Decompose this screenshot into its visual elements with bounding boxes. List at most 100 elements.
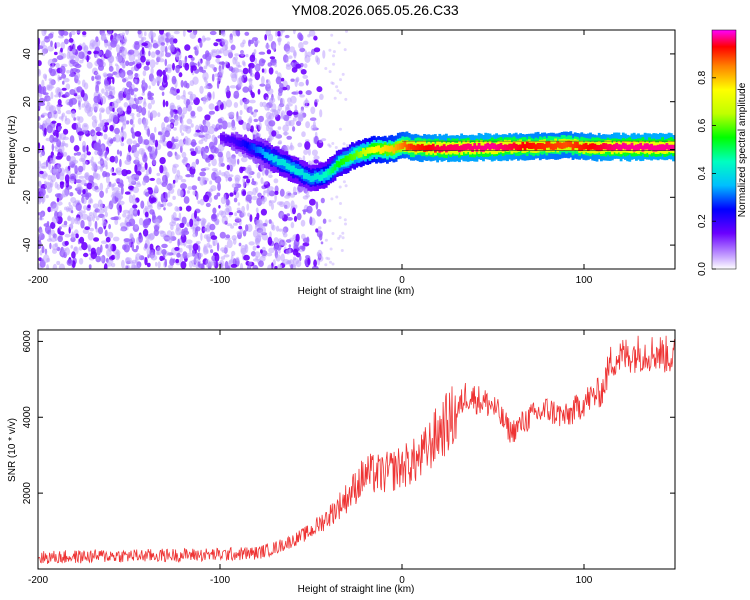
ridge-cell [224,137,228,144]
noise-speckle [51,215,59,224]
noise-speckle [113,216,119,221]
noise-speckle [248,39,251,47]
noise-speckle [135,156,140,162]
noise-speckle [102,72,108,78]
noise-speckle [125,30,129,36]
noise-speckle [274,190,279,195]
noise-speckle [126,92,131,101]
noise-speckle [174,246,180,251]
y-tick-label: 2000 [22,482,33,505]
noise-speckle [224,260,229,269]
noise-speckle [127,74,134,80]
noise-speckle [124,159,131,165]
noise-speckle [298,42,304,49]
noise-speckle [104,122,110,126]
noise-speckle [175,65,180,74]
noise-speckle [106,140,110,145]
ridge-cell [405,144,409,151]
noise-speckle [160,193,164,203]
noise-speckle [316,86,323,93]
noise-speckle [38,37,41,46]
ridge-cell [541,143,544,150]
noise-speckle [40,162,46,169]
noise-speckle [143,118,149,127]
noise-speckle [110,194,115,198]
noise-speckle [71,68,78,73]
noise-speckle [159,164,164,174]
noise-speckle [320,241,324,245]
noise-speckle [49,242,52,250]
noise-speckle [182,251,188,259]
ridge-cell [348,153,352,161]
noise-speckle [169,187,175,194]
noise-speckle [87,244,92,250]
noise-speckle [106,118,113,123]
noise-speckle [125,257,130,265]
noise-speckle [55,155,63,160]
noise-speckle [191,161,196,169]
noise-speckle [261,75,265,85]
noise-speckle [269,231,272,239]
noise-speckle [88,212,94,216]
noise-speckle [307,34,311,38]
ridge-cell [438,146,442,153]
noise-speckle [245,194,252,202]
noise-speckle [223,254,230,258]
noise-speckle [299,94,305,98]
noise-speckle [246,178,251,184]
ridge-cell [305,172,308,180]
noise-speckle [211,158,217,167]
noise-speckle [208,103,215,110]
noise-speckle [154,126,157,133]
noise-speckle [241,156,248,163]
ridge-cell [420,143,424,151]
noise-speckle [274,185,278,191]
noise-speckle [78,104,82,110]
noise-speckle [293,215,298,222]
noise-speckle [223,49,229,57]
noise-speckle [304,141,311,150]
noise-speckle [162,74,168,83]
noise-speckle [254,251,261,258]
noise-speckle [338,234,342,238]
noise-speckle [264,119,269,127]
ridge-cell [246,142,249,149]
noise-speckle [161,91,165,97]
noise-speckle [216,213,220,217]
noise-speckle [318,139,323,143]
noise-speckle [104,211,108,218]
noise-speckle [57,162,62,169]
noise-speckle [214,147,219,154]
noise-speckle [335,195,339,199]
noise-speckle [148,187,154,195]
noise-speckle [341,72,345,76]
noise-speckle [271,202,274,210]
ridge-cell [639,142,643,149]
noise-speckle [242,39,246,45]
noise-speckle [339,78,342,82]
noise-speckle [198,132,204,136]
noise-speckle [191,65,197,71]
noise-speckle [255,237,259,245]
noise-speckle [327,257,331,261]
noise-speckle [114,218,119,225]
ridge-cell [469,143,472,151]
noise-speckle [252,264,259,269]
noise-speckle [279,188,285,197]
noise-speckle [185,239,193,245]
x-tick-label: -200 [28,275,48,286]
ridge-cell [621,142,625,149]
noise-speckle [137,105,143,114]
noise-speckle [141,107,147,116]
noise-speckle [116,149,120,155]
noise-speckle [249,99,256,104]
noise-speckle [181,216,187,225]
noise-speckle [42,120,48,128]
noise-speckle [252,110,257,118]
noise-speckle [167,191,171,198]
noise-speckle [204,114,211,121]
noise-speckle [178,139,184,148]
noise-speckle [311,149,318,156]
noise-speckle [176,88,180,94]
noise-speckle [95,227,99,233]
